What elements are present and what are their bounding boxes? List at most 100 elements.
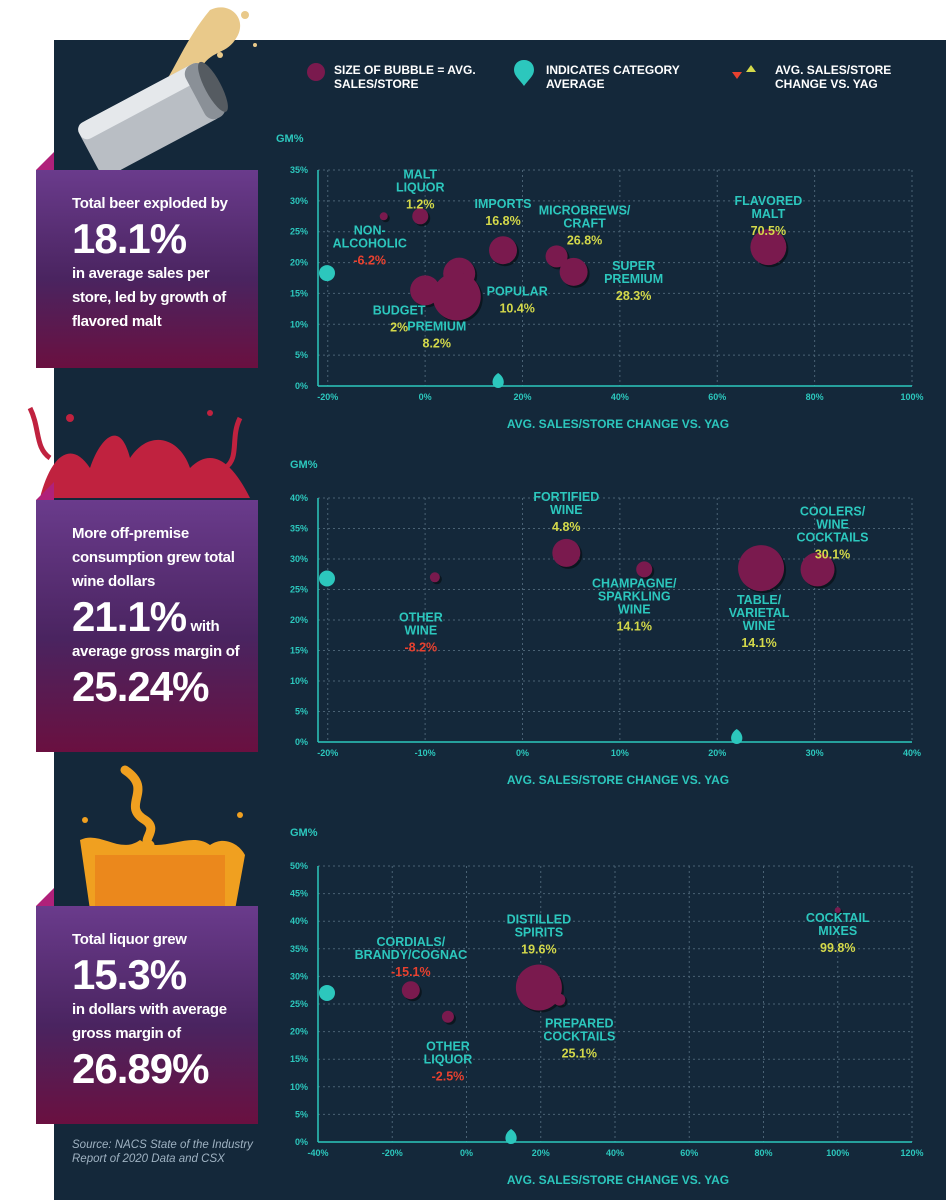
y-tick-label: 10% xyxy=(290,319,308,329)
point-value: 28.3% xyxy=(616,289,651,303)
point-label: BUDGET xyxy=(373,303,426,317)
y-axis-title: GM% xyxy=(290,459,318,471)
point-label: WINE xyxy=(550,503,583,517)
x-tick-label: -20% xyxy=(382,1148,403,1158)
wine-callout-line2: average gross margin of xyxy=(72,643,240,660)
wine-callout-percent: 21.1% xyxy=(72,593,187,640)
y-tick-label: 50% xyxy=(290,861,308,871)
x-axis-title: AVG. SALES/STORE CHANGE VS. YAG xyxy=(507,1173,729,1187)
point-label: COOLERS/ xyxy=(800,504,866,518)
x-tick-label: -40% xyxy=(307,1148,328,1158)
bubble-malt-liquor xyxy=(412,208,429,225)
x-tick-label: 0% xyxy=(419,392,432,402)
x-tick-label: 120% xyxy=(900,1148,923,1158)
y-tick-label: 15% xyxy=(290,1054,308,1064)
liquor-callout-notch xyxy=(36,888,54,906)
wine-callout-margin: 25.24% xyxy=(72,663,209,710)
point-label: MALT xyxy=(751,207,785,221)
category-average-pin-icon xyxy=(731,729,743,744)
point-value: 70.5% xyxy=(751,224,786,238)
bubble-coolers-wine-cocktails xyxy=(800,552,835,587)
category-average-axis-icon xyxy=(319,984,335,1001)
legend-bubble-icon xyxy=(307,63,325,81)
point-label: COCKTAIL xyxy=(806,911,870,925)
point-value: 1.2% xyxy=(406,197,435,211)
liquor-callout-line2: in dollars with average gross margin of xyxy=(72,1001,227,1042)
point-value: 25.1% xyxy=(562,1047,597,1061)
x-tick-label: 20% xyxy=(513,392,531,402)
y-tick-label: 25% xyxy=(290,227,308,237)
x-tick-label: 80% xyxy=(754,1148,772,1158)
point-label: OTHER xyxy=(399,610,443,624)
x-axis-title: AVG. SALES/STORE CHANGE VS. YAG xyxy=(507,773,729,787)
x-tick-label: 80% xyxy=(806,392,824,402)
bubble-non-alcoholic xyxy=(379,212,388,221)
point-label: POPULAR xyxy=(487,285,548,299)
point-label: CHAMPAGNE/ xyxy=(592,576,677,590)
point-label: COCKTAILS xyxy=(543,1030,615,1044)
liquor-glass-icon xyxy=(80,765,245,910)
y-tick-label: 5% xyxy=(295,350,308,360)
x-axis-title: AVG. SALES/STORE CHANGE VS. YAG xyxy=(507,417,729,431)
chart-liquor: 0% 5% 10% 15% 20% 25% 30% 35% 40% 45% 50% -40% -20% 0… xyxy=(290,827,924,1187)
y-axis-title: GM% xyxy=(290,827,318,839)
point-label: SPARKLING xyxy=(598,589,671,603)
point-label: WINE xyxy=(405,623,438,637)
point-label: WINE xyxy=(816,517,849,531)
point-label: FORTIFIED xyxy=(533,490,599,504)
point-label: NON- xyxy=(354,223,386,237)
y-tick-label: 10% xyxy=(290,676,308,686)
legend-category-average-icon xyxy=(514,60,534,86)
bubble-super-premium xyxy=(559,257,588,286)
bubble-distilled-spirits xyxy=(515,964,562,1011)
y-tick-label: 25% xyxy=(290,585,308,595)
y-tick-label: 30% xyxy=(290,196,308,206)
legend-bubble-size: SIZE OF BUBBLE = AVG. SALES/STORE xyxy=(334,63,476,91)
y-tick-label: 0% xyxy=(295,381,308,391)
bubble-champagne-sparkling-wine xyxy=(636,561,653,578)
beer-callout-line1: Total beer exploded by xyxy=(72,195,228,212)
x-tick-label: 60% xyxy=(708,392,726,402)
point-label: DISTILLED xyxy=(507,912,572,926)
wine-callout-line1: More off-premise consumption grew total … xyxy=(72,525,235,590)
x-tick-label: 0% xyxy=(516,748,529,758)
point-value: 8.2% xyxy=(423,337,452,351)
point-label: PREPARED xyxy=(545,1017,614,1031)
point-label: PREMIUM xyxy=(407,320,466,334)
y-tick-label: 25% xyxy=(290,999,308,1009)
y-tick-label: 20% xyxy=(290,615,308,625)
bubble-microbrews-craft xyxy=(545,245,568,268)
category-average-axis-icon xyxy=(319,265,335,282)
beer-callout-percent: 18.1% xyxy=(72,215,187,262)
point-label: OTHER xyxy=(426,1040,470,1054)
bubble-other-liquor xyxy=(441,1010,454,1023)
point-label: LIQUOR xyxy=(424,1053,473,1067)
point-label: CRAFT xyxy=(563,216,606,230)
legend-change-arrows-icon xyxy=(732,65,756,79)
category-average-pin-icon xyxy=(505,1129,517,1144)
bubble-flavored-malt xyxy=(750,229,787,266)
point-label: WINE xyxy=(743,619,776,633)
source-note: Source: NACS State of the Industry Repor… xyxy=(72,1139,253,1165)
y-tick-label: 5% xyxy=(295,1109,308,1119)
y-tick-label: 0% xyxy=(295,1137,308,1147)
y-tick-label: 15% xyxy=(290,646,308,656)
x-tick-label: 40% xyxy=(606,1148,624,1158)
point-label: IMPORTS xyxy=(475,197,532,211)
x-tick-label: 40% xyxy=(903,748,921,758)
beer-callout-notch xyxy=(36,152,54,170)
y-tick-label: 45% xyxy=(290,889,308,899)
legend-change: AVG. SALES/STORE CHANGE VS. YAG xyxy=(775,63,892,91)
point-label: MALT xyxy=(403,167,437,181)
y-tick-label: 15% xyxy=(290,288,308,298)
liquor-callout: Total liquor grew 15.3% in dollars with … xyxy=(36,906,258,1124)
liquor-callout-percent: 15.3% xyxy=(72,951,187,998)
y-tick-label: 40% xyxy=(290,916,308,926)
point-value: 10.4% xyxy=(499,302,534,316)
point-label: SUPER xyxy=(612,259,655,273)
y-tick-label: 35% xyxy=(290,165,308,175)
bubble-cocktail-mixes xyxy=(834,907,841,914)
point-label: CORDIALS/ xyxy=(376,935,445,949)
x-tick-label: 60% xyxy=(680,1148,698,1158)
y-tick-label: 30% xyxy=(290,554,308,564)
